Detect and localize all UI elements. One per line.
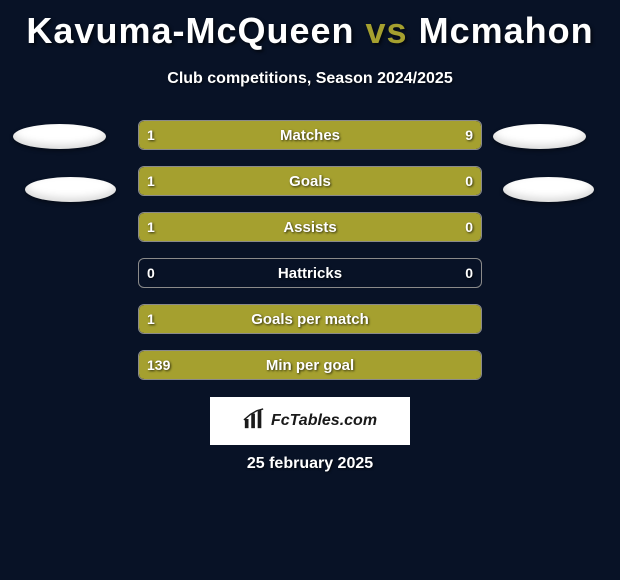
player1-name: Kavuma-McQueen [26, 10, 354, 51]
value-left: 1 [147, 305, 155, 333]
decorative-ellipse [13, 124, 106, 149]
bar-track: 19Matches [138, 120, 482, 150]
bar-left [139, 167, 402, 195]
bar-left [139, 305, 481, 333]
player2-name: Mcmahon [419, 10, 594, 51]
value-left: 139 [147, 351, 170, 379]
value-left: 0 [147, 259, 155, 287]
bar-chart-icon [243, 408, 265, 435]
date-label: 25 february 2025 [0, 455, 620, 473]
bar-track: 1Goals per match [138, 304, 482, 334]
stat-row: 0 0Hattricks [0, 258, 620, 288]
stat-row: 1Goals per match [0, 304, 620, 334]
decorative-ellipse [493, 124, 586, 149]
value-left: 1 [147, 213, 155, 241]
stat-row: 10Assists [0, 212, 620, 242]
value-right: 9 [465, 121, 473, 149]
bar-track: 10Goals [138, 166, 482, 196]
brand-text: FcTables.com [271, 412, 377, 430]
stat-label: Hattricks [139, 259, 481, 287]
vs-label: vs [366, 10, 408, 51]
bar-track: 0 0Hattricks [138, 258, 482, 288]
value-right: 0 [465, 213, 473, 241]
bar-track: 139Min per goal [138, 350, 482, 380]
subtitle: Club competitions, Season 2024/2025 [0, 70, 620, 88]
bar-track: 10Assists [138, 212, 482, 242]
bar-right [197, 121, 481, 149]
decorative-ellipse [503, 177, 594, 202]
comparison-title: Kavuma-McQueen vs Mcmahon [0, 0, 620, 52]
bar-left [139, 351, 481, 379]
value-left: 1 [147, 167, 155, 195]
stat-row: 139Min per goal [0, 350, 620, 380]
value-right: 0 [465, 167, 473, 195]
brand-box: FcTables.com [210, 397, 410, 445]
bar-left [139, 213, 402, 241]
decorative-ellipse [25, 177, 116, 202]
value-right: 0 [465, 259, 473, 287]
value-left: 1 [147, 121, 155, 149]
comparison-chart: 19Matches10Goals10Assists00Hattricks1Goa… [0, 120, 620, 380]
